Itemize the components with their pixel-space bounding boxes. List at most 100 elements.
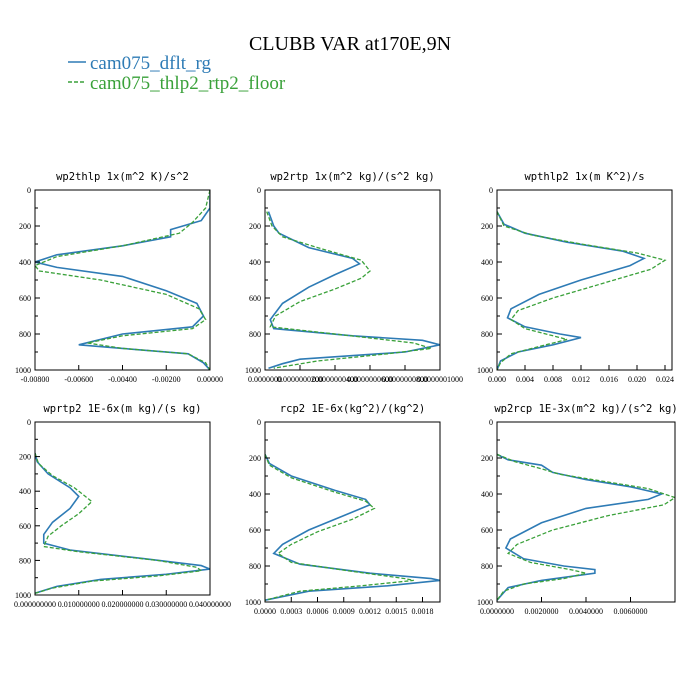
series-line-wpthlp2-floor [497,211,667,370]
series-line-wp2rtp-dflt [267,211,440,369]
figure-title: CLUBB VAR at170E,9N [249,33,451,55]
series-line-wpthlp2-dflt [497,211,647,370]
series-line-wp2thlp-dflt [35,190,210,370]
ytick-label-wp2thlp: 400 [19,258,31,267]
ytick-label-wp2thlp: 600 [19,294,31,303]
ytick-label-wprtp2: 0 [27,418,31,427]
ytick-label-rcp2: 200 [249,454,261,463]
xtick-label-wpthlp2: 0.020 [628,375,646,384]
plot-frame-wprtp2 [34,421,211,596]
series-line-wp2rcp-dflt [497,453,665,601]
ytick-label-wp2rcp: 600 [481,526,493,535]
series-line-wprtp2-dflt [35,452,210,595]
xtick-label-wp2thlp: -0.00400 [108,375,137,384]
xtick-label-wpthlp2: 0.012 [572,375,590,384]
ytick-label-rcp2: 600 [249,526,261,535]
panel-title-rcp2: rcp2 1E-6x(kg^2)/(kg^2) [280,403,425,415]
xtick-label-wprtp2: 0.000000000 [14,600,56,609]
xtick-label-rcp2: 0.0009 [333,607,355,616]
legend-item-dflt: cam075_dflt_rg [68,53,212,74]
xtick-label-wp2thlp: -0.00600 [64,375,93,384]
panel-wprtp2: wprtp2 1E-6x(m kg)/(s kg) 0 200 400 600 800 10… [14,403,231,609]
panel-title-wp2thlp: wp2thlp 1x(m^2 K)/s^2 [56,171,189,183]
ytick-label-rcp2: 0 [257,418,261,427]
xtick-label-wpthlp2: 0.024 [656,375,674,384]
xtick-label-wprtp2: 0.030000000 [145,600,187,609]
ytick-label-wp2thlp: 200 [19,222,31,231]
xtick-label-wp2thlp: 0.00000 [197,375,223,384]
xtick-label-wprtp2: 0.020000000 [102,600,144,609]
panel-wp2thlp: wp2thlp 1x(m^2 K)/s^202004006008001000-0… [15,171,223,384]
xtick-label-rcp2: 0.0012 [359,607,381,616]
ytick-label-wpthlp2: 1000 [477,366,493,375]
panel-wpthlp2: wpthlp2 1x(m K^2)/s020040060080010000.00… [477,171,674,384]
ytick-label-rcp2: 1000 [245,598,261,607]
ytick-label-wp2rcp: 1000 [477,598,493,607]
ytick-label-wp2rcp: 400 [481,490,493,499]
ytick-label-wp2rtp: 200 [249,222,261,231]
xtick-label-wp2rcp: 0.0060000 [614,607,648,616]
legend-label-floor: cam075_thlp2_rtp2_floor [90,73,286,94]
panel-grid: wp2thlp 1x(m^2 K)/s^202004006008001000-0… [14,171,678,616]
ytick-label-wpthlp2: 0 [489,186,493,195]
xtick-label-wp2thlp: -0.00200 [152,375,181,384]
xtick-label-wp2thlp: -0.00800 [21,375,50,384]
ytick-label-wpthlp2: 400 [481,258,493,267]
panel-title-wp2rtp: wp2rtp 1x(m^2 kg)/(s^2 kg) [270,171,434,183]
ytick-label-rcp2: 800 [249,562,261,571]
xtick-label-wp2rcp: 0.0000000 [480,607,514,616]
series-line-wp2thlp-floor [35,190,210,370]
xtick-label-wp2rcp: 0.0040000 [569,607,603,616]
xtick-label-rcp2: 0.0006 [307,607,329,616]
series-line-wp2rcp-floor [497,453,675,601]
panel-wp2rtp: wp2rtp 1x(m^2 kg)/(s^2 kg) 0 200 400 600 800 1… [245,171,463,384]
xtick-label-wpthlp2: 0.000 [488,375,506,384]
xtick-label-wp2rtp: 0.0000000200 [277,375,323,384]
xtick-label-wpthlp2: 0.016 [600,375,618,384]
ytick-label-rcp2: 400 [249,490,261,499]
ytick-label-wp2rcp: 200 [481,454,493,463]
xtick-label-wprtp2: 0.010000000 [58,600,100,609]
xtick-label-rcp2: 0.0003 [280,607,302,616]
ytick-label-wprtp2: 1000 [15,591,31,600]
xtick-label-wpthlp2: 0.004 [516,375,534,384]
xtick-label-wp2rcp: 0.0020000 [525,607,559,616]
ytick-label-wp2rtp: 600 [249,294,261,303]
xtick-label-wp2rtp: 0.0000000600 [347,375,393,384]
ytick-label-wp2thlp: 800 [19,330,31,339]
ytick-label-wprtp2: 800 [19,556,31,565]
ytick-label-wp2rtp: 0 [257,186,261,195]
plot-frame-wp2rtp [264,189,441,371]
ytick-label-wprtp2: 400 [19,487,31,496]
xtick-label-rcp2: 0.0018 [412,607,434,616]
xtick-label-rcp2: 0.0015 [385,607,407,616]
xtick-label-wpthlp2: 0.008 [544,375,562,384]
legend: cam075_dflt_rg cam075_thlp2_rtp2_floor [68,53,286,94]
ytick-label-wprtp2: 200 [19,453,31,462]
panel-title-wpthlp2: wpthlp2 1x(m K^2)/s [524,171,644,183]
ytick-label-wp2rtp: 1000 [245,366,261,375]
xtick-label-wprtp2: 0.040000000 [189,600,231,609]
series-line-rcp2-floor [265,454,414,601]
plot-frame-wp2thlp [34,189,211,371]
ytick-label-wp2thlp: 1000 [15,366,31,375]
ytick-label-wpthlp2: 600 [481,294,493,303]
ytick-label-wp2thlp: 0 [27,186,31,195]
panel-rcp2: rcp2 1E-6x(kg^2)/(kg^2) 0 200 400 600 800 1000… [245,403,441,616]
panel-wp2rcp: wp2rcp 1E-3x(m^2 kg)/(s^2 kg)0 200 400 600 8… [477,403,678,616]
plot-frame-wpthlp2 [496,189,673,371]
series-line-rcp2-dflt [265,454,440,601]
ytick-label-wpthlp2: 200 [481,222,493,231]
xtick-label-wp2rtp: 0.0000000400 [312,375,358,384]
xtick-label-wp2rtp: 0.0000001000 [417,375,463,384]
series-line-wp2rtp-floor [266,211,432,369]
ytick-label-wp2rcp: 800 [481,562,493,571]
xtick-label-wp2rtp: 0.0000000800 [382,375,428,384]
panel-title-wp2rcp: wp2rcp 1E-3x(m^2 kg)/(s^2 kg) [494,403,677,415]
legend-item-floor: cam075_thlp2_rtp2_floor [68,73,286,94]
ytick-label-wp2rcp: 0 [489,418,493,427]
legend-label-dflt: cam075_dflt_rg [90,53,212,74]
panel-title-wprtp2: wprtp2 1E-6x(m kg)/(s kg) [43,403,201,415]
xtick-label-wp2rtp: 0.0000000 [248,375,282,384]
